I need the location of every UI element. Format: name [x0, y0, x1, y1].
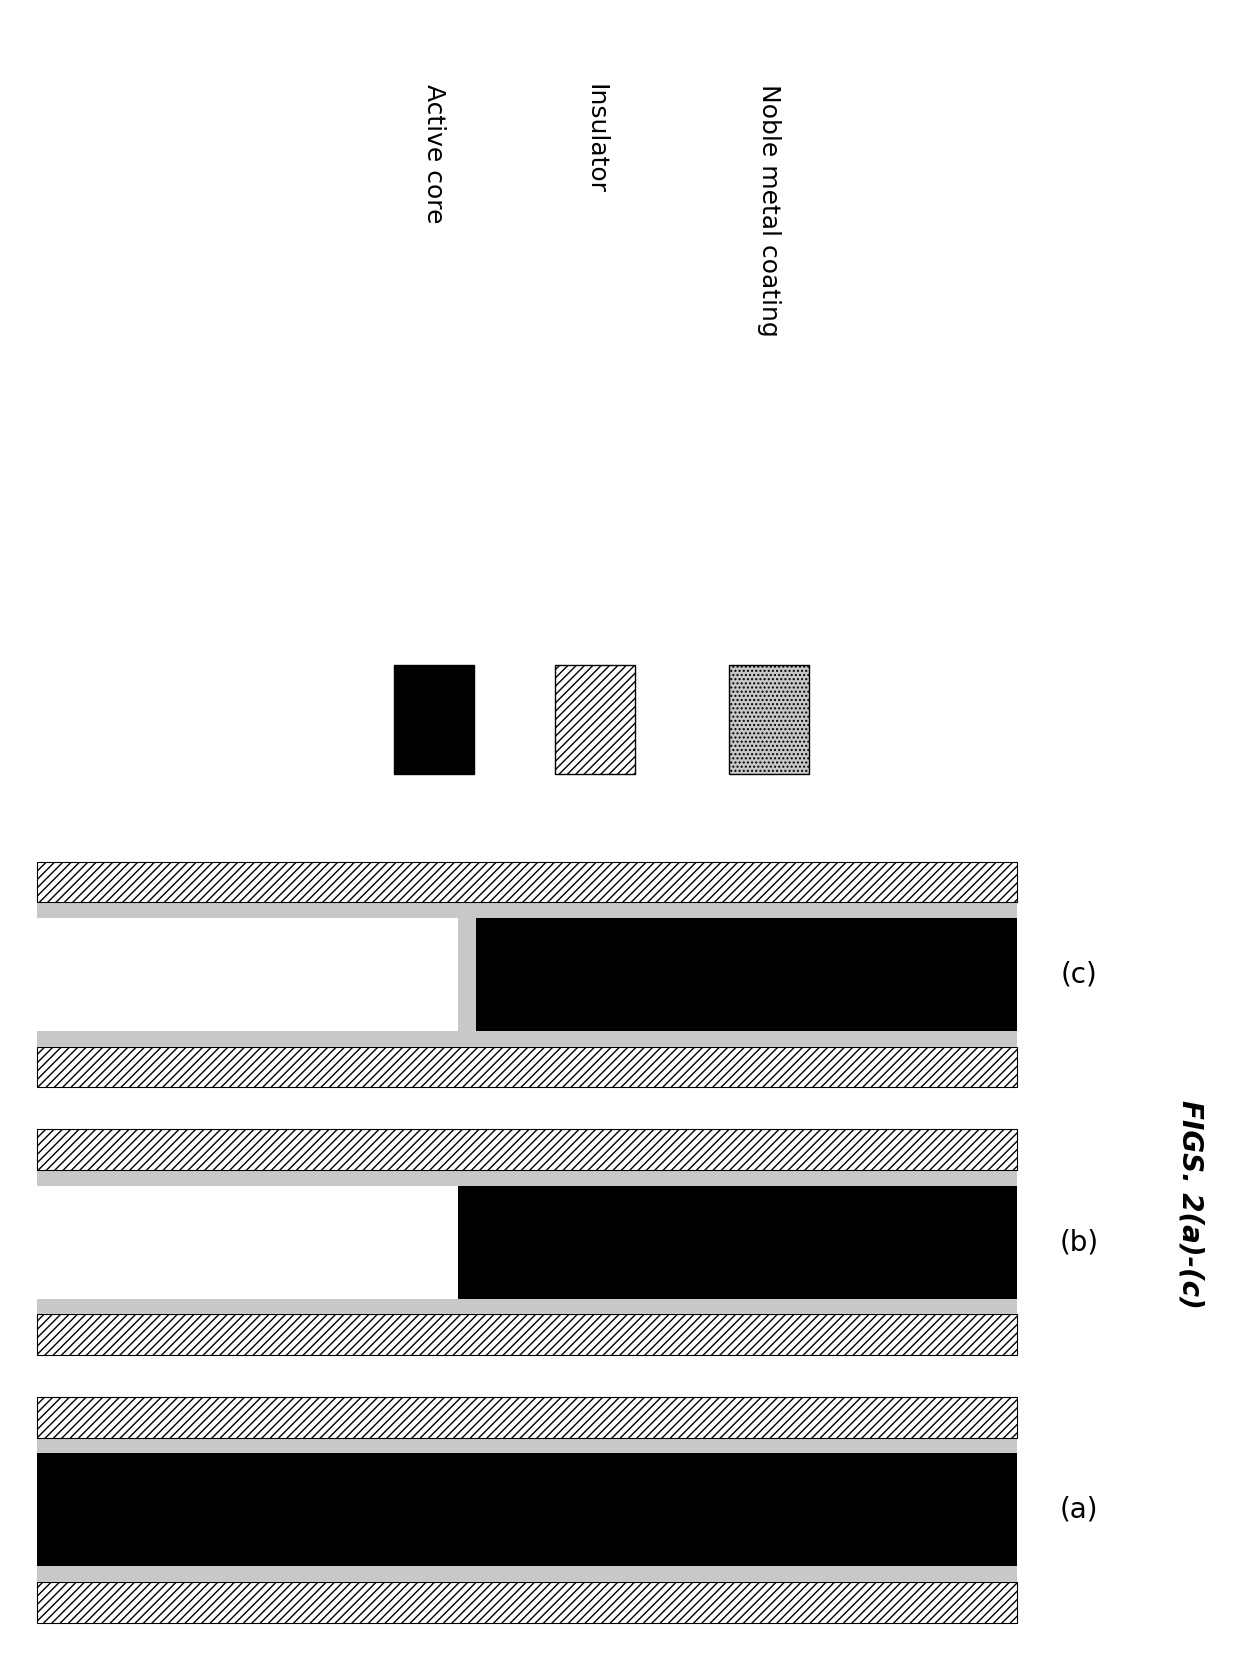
- Bar: [556, 664, 635, 773]
- Text: Insulator: Insulator: [583, 84, 608, 194]
- Bar: [37, 1397, 1017, 1437]
- Bar: [37, 1583, 1017, 1623]
- Bar: [37, 862, 1017, 902]
- Text: Noble metal coating: Noble metal coating: [756, 84, 781, 336]
- Bar: [37, 1437, 1017, 1454]
- Bar: [37, 1566, 1017, 1583]
- Bar: [37, 1047, 1017, 1087]
- Text: (b): (b): [1059, 1228, 1099, 1256]
- Bar: [37, 1298, 1017, 1315]
- Text: (a): (a): [1059, 1496, 1099, 1524]
- Bar: [459, 902, 476, 1031]
- Bar: [37, 902, 1017, 918]
- Bar: [459, 1186, 1017, 1298]
- Bar: [37, 1031, 1017, 1047]
- Bar: [394, 664, 474, 773]
- Bar: [729, 664, 808, 773]
- Bar: [37, 1315, 1017, 1355]
- Text: Active core: Active core: [422, 84, 446, 223]
- Bar: [476, 918, 1017, 1031]
- Bar: [37, 1169, 1017, 1186]
- Bar: [37, 1129, 1017, 1169]
- Text: (c): (c): [1060, 960, 1097, 989]
- Bar: [37, 1454, 1017, 1566]
- Text: FIGS. 2(a)-(c): FIGS. 2(a)-(c): [1177, 1101, 1204, 1308]
